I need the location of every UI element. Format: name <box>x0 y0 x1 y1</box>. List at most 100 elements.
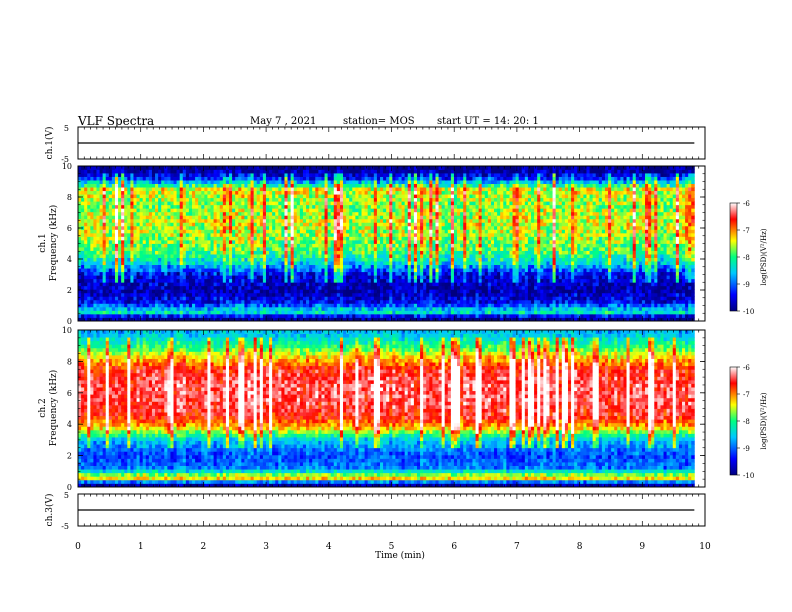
spectrogram-cell <box>124 211 128 216</box>
spectrogram-cell <box>133 264 137 269</box>
spectrogram-cell <box>367 261 372 266</box>
spectrogram-cell <box>142 261 147 266</box>
spectrogram-cell <box>124 257 128 262</box>
spectrogram-cell <box>195 187 199 192</box>
spectrogram-cell <box>130 225 134 230</box>
spectrogram-cell <box>139 190 144 195</box>
spectrogram-cell <box>195 247 199 251</box>
spectrogram-cell <box>256 187 261 192</box>
spectrogram-cell <box>318 278 322 283</box>
spectrogram-cell <box>229 208 233 213</box>
spectrogram-cell <box>281 310 285 315</box>
spectrogram-cell <box>213 187 218 192</box>
spectrogram-cell <box>111 306 116 311</box>
spectrogram-cell <box>210 173 214 177</box>
spectrogram-cell <box>207 232 211 237</box>
spectrogram-cell <box>167 306 171 311</box>
spectrogram-cell <box>176 275 181 280</box>
spectrogram-cell <box>198 225 202 230</box>
spectrogram-cell <box>108 247 113 251</box>
spectrogram-cell <box>293 313 298 318</box>
spectrogram-cell <box>352 289 356 294</box>
spectrogram-cell <box>241 268 245 273</box>
spectrogram-cell <box>81 303 85 308</box>
spectrogram-cell <box>333 197 338 202</box>
spectrogram-cell <box>330 204 335 209</box>
spectrogram-cell <box>136 313 141 318</box>
spectrogram-cell <box>269 257 273 262</box>
spectrogram-cell <box>269 166 273 170</box>
spectrogram-cell <box>90 296 94 301</box>
spectrogram-cell <box>392 169 396 174</box>
spectrogram-cell <box>287 313 292 318</box>
spectrogram-cell <box>185 218 190 223</box>
spectrogram-cell <box>327 282 332 287</box>
spectrogram-cell <box>121 317 125 322</box>
spectrogram-cell <box>315 183 319 188</box>
spectrogram-cell <box>102 197 107 202</box>
spectrogram-cell <box>229 201 233 206</box>
spectrogram-cell <box>389 194 393 199</box>
spectrogram-cell <box>108 313 113 318</box>
spectrogram-cell <box>278 289 282 294</box>
spectrogram-cell <box>284 306 288 311</box>
spectrogram-cell <box>321 268 325 273</box>
spectrogram-cell <box>155 225 159 230</box>
spectrogram-cell <box>336 229 341 234</box>
spectrogram-cell <box>327 271 332 276</box>
spectrogram-cell <box>210 306 214 311</box>
spectrogram-cell <box>99 261 104 266</box>
spectrogram-cell <box>195 250 199 255</box>
spectrogram-cell <box>207 183 211 188</box>
spectrogram-cell <box>287 225 292 230</box>
spectrogram-cell <box>336 268 341 273</box>
spectrogram-cell <box>367 187 372 192</box>
spectrogram-cell <box>349 289 353 294</box>
spectrogram-cell <box>182 299 187 304</box>
spectrogram-cell <box>324 239 329 244</box>
spectrogram-cell <box>121 190 125 195</box>
spectrogram-cell <box>241 201 245 206</box>
spectrogram-cell <box>256 236 261 241</box>
spectrogram-cell <box>383 229 387 234</box>
spectrogram-cell <box>127 271 131 276</box>
spectrogram-cell <box>210 208 214 213</box>
spectrogram-cell <box>247 282 251 287</box>
spectrogram-cell <box>361 282 365 287</box>
spectrogram-cell <box>321 236 325 241</box>
spectrogram-cell <box>118 232 122 237</box>
spectrogram-cell <box>173 289 178 294</box>
spectrogram-cell <box>108 292 113 297</box>
spectrogram-cell <box>398 264 402 269</box>
spectrogram-cell <box>198 317 202 322</box>
spectrogram-cell <box>349 299 353 304</box>
spectrogram-cell <box>262 201 267 206</box>
spectrogram-cell <box>290 310 295 315</box>
spectrogram-cell <box>216 250 221 255</box>
spectrogram-cell <box>145 190 150 195</box>
spectrogram-cell <box>167 317 171 322</box>
spectrogram-cell <box>155 243 159 248</box>
spectrogram-cell <box>121 194 125 199</box>
spectrogram-cell <box>336 254 341 258</box>
spectrogram-cell <box>312 254 316 258</box>
spectrogram-cell <box>272 313 276 318</box>
spectrogram-cell <box>404 169 409 174</box>
spectrogram-cell <box>370 236 375 241</box>
spectrogram-cell <box>306 218 310 223</box>
spectrogram-cell <box>392 268 396 273</box>
spectrogram-cell <box>370 264 375 269</box>
spectrogram-cell <box>136 208 141 213</box>
spectrogram-cell <box>185 310 190 315</box>
spectrogram-cell <box>281 201 285 206</box>
spectrogram-cell <box>108 222 113 227</box>
spectrogram-cell <box>148 218 153 223</box>
spectrogram-cell <box>296 250 301 255</box>
spectrogram-cell <box>293 268 298 273</box>
spectrogram-cell <box>229 169 233 174</box>
spectrogram-cell <box>315 204 319 209</box>
spectrogram-cell <box>229 250 233 255</box>
spectrogram-cell <box>392 306 396 311</box>
spectrogram-cell <box>195 271 199 276</box>
spectrogram-cell <box>111 282 116 287</box>
